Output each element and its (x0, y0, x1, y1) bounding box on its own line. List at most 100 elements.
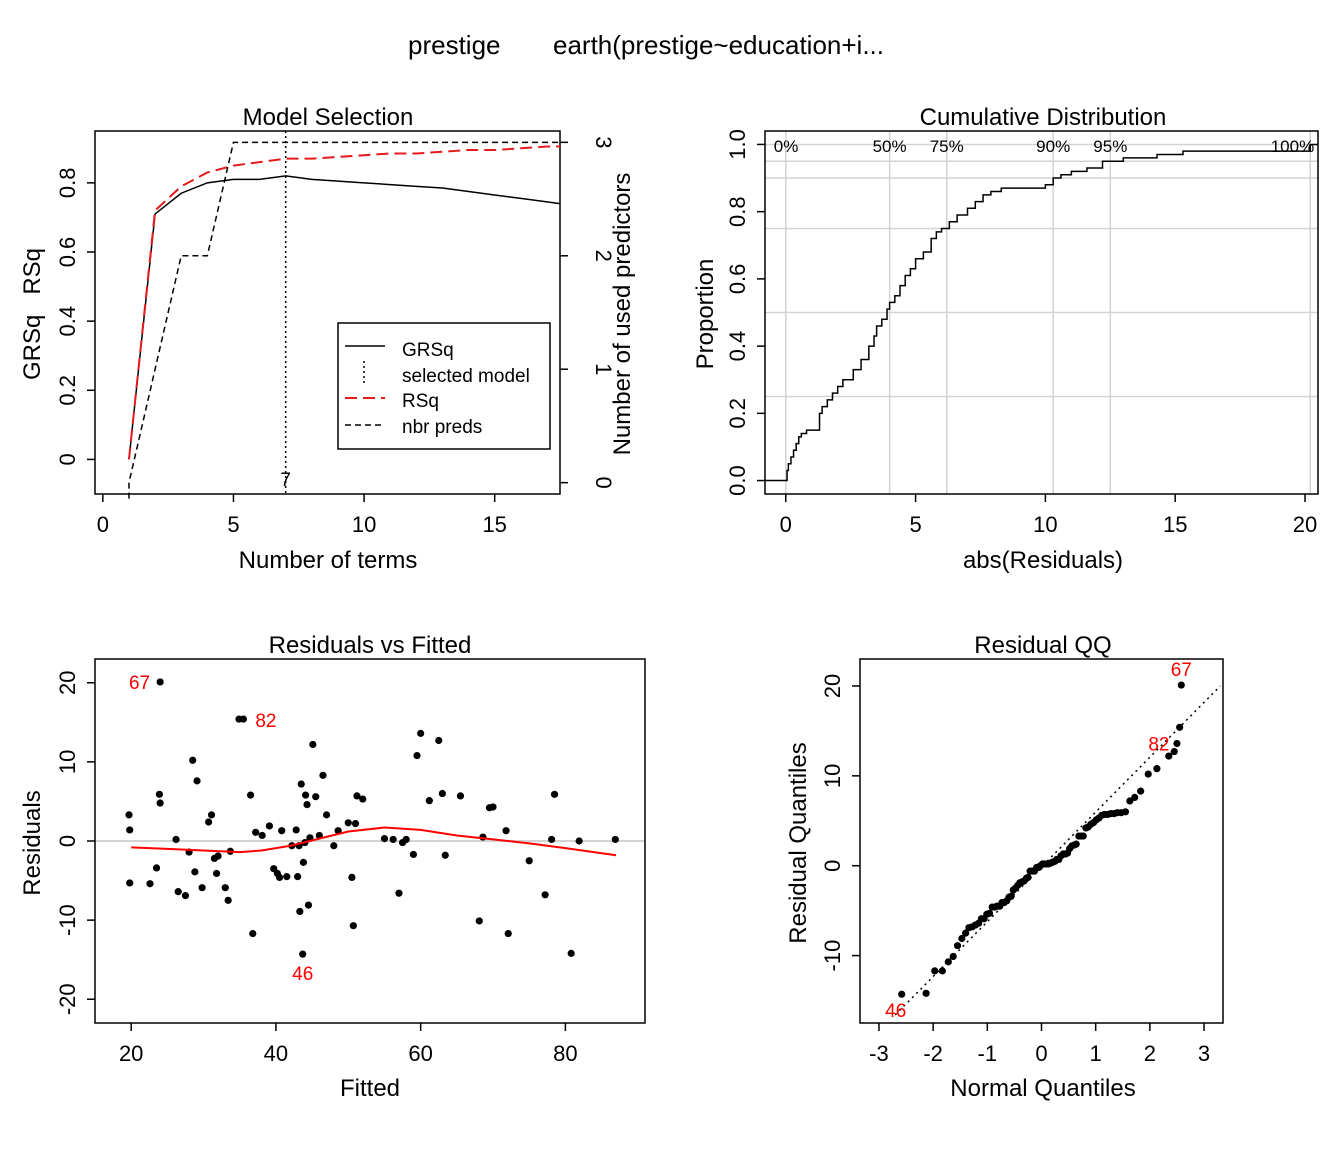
qq-point (1121, 808, 1130, 816)
qq-plot-box (859, 658, 1224, 1024)
x-tick-label: 20 (1293, 512, 1317, 537)
y-tick-label: 20 (820, 674, 845, 698)
residual-point (303, 801, 311, 809)
x-tick-label: 0 (1035, 1041, 1047, 1066)
residual-point (258, 831, 266, 840)
y-tick-label: 0.0 (725, 465, 750, 496)
residual-point (441, 851, 449, 859)
cumdist-ylabel: Proportion (692, 259, 719, 370)
model-selection-y2label: Number of used predictors (609, 173, 636, 456)
model-selection-xlabel: Number of terms (239, 547, 418, 574)
residual-point (126, 826, 134, 834)
qq-point (1173, 739, 1181, 748)
outlier-label: 67 (129, 673, 150, 694)
residual-point (155, 790, 164, 798)
outlier-label: 82 (255, 711, 276, 732)
x-tick-label: 20 (119, 1041, 143, 1066)
qq-point (953, 942, 962, 950)
residual-point (353, 792, 361, 800)
residual-point (191, 868, 199, 876)
qq-reference-line (894, 685, 1221, 1016)
residual-point (548, 835, 556, 844)
residual-point (425, 797, 433, 805)
y-tick-label: 0 (820, 860, 845, 872)
x-tick-label: 10 (1033, 512, 1057, 537)
residual-point (502, 827, 510, 835)
model-selection-title: Model Selection (243, 104, 414, 131)
residual-point (435, 736, 443, 745)
residual-point (125, 811, 133, 819)
y-tick-label: 0.8 (725, 196, 750, 227)
model-selection-panel: Model Selection Number of terms GRSq RSq… (19, 104, 636, 574)
residual-point (126, 879, 134, 887)
y-tick-label: 0.6 (55, 237, 80, 268)
residual-point (351, 819, 360, 828)
residual-point (611, 835, 619, 844)
y-tick-label: 20 (55, 670, 80, 694)
residual-point (550, 790, 559, 798)
residual-point (299, 858, 308, 866)
quantile-label: 0% (774, 137, 799, 156)
residual-point (156, 678, 164, 686)
figure-title-model: earth(prestige~education+i... (553, 30, 884, 60)
residual-point (221, 884, 229, 892)
outlier-label: 46 (885, 1001, 906, 1022)
residual-point (299, 950, 307, 958)
cumdist-plot-box (764, 130, 1319, 495)
residual-point (301, 791, 310, 799)
residual-point (409, 850, 418, 859)
residual-point (207, 811, 216, 819)
model-selection-legend: GRSq selected model RSq nbr preds (337, 322, 551, 450)
quantile-label: 90% (1036, 137, 1070, 156)
residual-point (275, 873, 284, 882)
figure-title-response: prestige (408, 30, 501, 60)
residual-point (309, 740, 317, 749)
legend-nbrpreds-label: nbr preds (402, 417, 482, 438)
qq-point (1007, 892, 1015, 900)
residual-point (294, 873, 302, 881)
y-tick-label: 0.6 (725, 264, 750, 295)
y-tick-label: 10 (55, 750, 80, 774)
x-tick-label: 3 (1198, 1041, 1210, 1066)
qq-ylabel: Residual Quantiles (785, 742, 812, 943)
x-tick-label: 40 (264, 1041, 288, 1066)
y-tick-label: 0 (55, 453, 80, 465)
residual-point (330, 842, 338, 850)
x-tick-label: -3 (869, 1041, 889, 1066)
y-tick-label: -20 (55, 983, 80, 1015)
smooth-curve (131, 826, 617, 857)
x-tick-label: 10 (352, 512, 376, 537)
residual-point (348, 873, 356, 882)
y2-tick-label: 1 (591, 363, 616, 375)
residual-point (198, 884, 206, 892)
residual-point (489, 803, 497, 811)
residual-point (224, 896, 232, 904)
residual-point (235, 715, 243, 723)
qq-point (1137, 787, 1145, 795)
qq-point (958, 934, 966, 943)
qq-point (949, 952, 957, 961)
qq-title: Residual QQ (974, 632, 1111, 659)
residual-point (456, 792, 465, 800)
residual-point (389, 835, 397, 844)
residual-point (193, 777, 201, 785)
cumulative-step-line (765, 143, 1318, 482)
qq-point (898, 990, 906, 998)
residual-point (413, 751, 421, 760)
residual-point (152, 864, 161, 872)
residual-point (172, 835, 180, 844)
quantile-label: 100% (1271, 137, 1314, 156)
residual-point (146, 880, 154, 888)
residual-point (304, 901, 313, 909)
x-tick-label: 0 (97, 512, 109, 537)
qq-point (1153, 765, 1161, 773)
residual-point (174, 888, 182, 896)
x-tick-label: 0 (780, 512, 792, 537)
outlier-label: 82 (1148, 734, 1169, 755)
x-tick-label: 1 (1090, 1041, 1102, 1066)
x-tick-label: 80 (553, 1041, 577, 1066)
residual-point (189, 756, 197, 764)
residual-point (297, 780, 305, 788)
resfit-title: Residuals vs Fitted (269, 632, 472, 659)
residual-point (249, 929, 257, 938)
